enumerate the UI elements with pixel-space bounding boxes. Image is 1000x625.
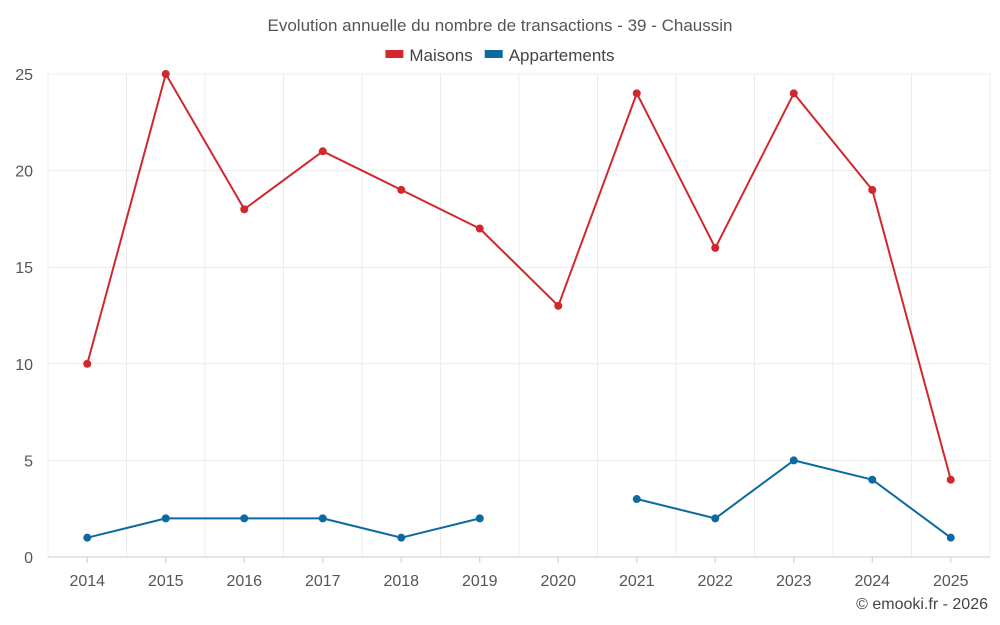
x-tick-label: 2017: [305, 573, 341, 590]
data-point[interactable]: [240, 205, 249, 214]
x-tick-label: 2019: [462, 573, 498, 590]
y-tick-label: 20: [15, 164, 33, 181]
data-point[interactable]: [83, 359, 92, 368]
data-point[interactable]: [632, 495, 641, 504]
legend-item-appartements[interactable]: Appartements: [484, 46, 615, 65]
data-point[interactable]: [711, 514, 720, 523]
data-point[interactable]: [946, 533, 955, 542]
data-point[interactable]: [475, 224, 484, 233]
series: [83, 70, 955, 542]
data-point[interactable]: [789, 456, 798, 465]
data-point[interactable]: [318, 147, 327, 156]
y-tick-label: 5: [24, 453, 33, 470]
data-point[interactable]: [632, 89, 641, 98]
data-point[interactable]: [161, 70, 170, 78]
y-tick-label: 0: [24, 550, 33, 567]
data-point[interactable]: [161, 514, 170, 523]
x-tick-label: 2018: [383, 573, 419, 590]
x-tick-label: 2015: [148, 573, 184, 590]
series-appartements: [83, 456, 955, 542]
x-tick-label: 2021: [619, 573, 655, 590]
x-tick-label: 2022: [697, 573, 733, 590]
y-tick-label: 10: [15, 357, 33, 374]
legend: Maisons Appartements: [385, 46, 615, 65]
legend-swatch: [484, 50, 503, 58]
y-tick-label: 15: [15, 260, 33, 277]
data-point[interactable]: [789, 89, 798, 98]
credit-text: © emooki.fr - 2026: [856, 596, 988, 613]
chart-title: Evolution annuelle du nombre de transact…: [268, 16, 733, 35]
legend-swatch: [385, 50, 404, 58]
data-point[interactable]: [318, 514, 327, 523]
x-tick-label: 2016: [226, 573, 262, 590]
x-tick-label: 2025: [933, 573, 969, 590]
data-point[interactable]: [475, 514, 484, 523]
x-tick-label: 2014: [69, 573, 105, 590]
data-point[interactable]: [711, 243, 720, 252]
data-point[interactable]: [868, 185, 877, 194]
data-point[interactable]: [397, 185, 406, 194]
data-point[interactable]: [946, 475, 955, 484]
series-maisons: [83, 70, 955, 484]
legend-label: Appartements: [509, 46, 615, 65]
y-tick-label: 25: [15, 67, 33, 84]
data-point[interactable]: [868, 475, 877, 484]
data-point[interactable]: [240, 514, 249, 523]
x-tick-label: 2020: [540, 573, 576, 590]
legend-label: Maisons: [409, 46, 472, 65]
data-point[interactable]: [397, 533, 406, 542]
data-point[interactable]: [554, 301, 563, 310]
series-line: [86, 73, 952, 480]
x-tick-label: 2024: [854, 573, 890, 590]
data-point[interactable]: [83, 533, 92, 542]
legend-item-maisons[interactable]: Maisons: [385, 46, 473, 65]
x-tick-label: 2023: [776, 573, 812, 590]
grid: [47, 73, 991, 558]
